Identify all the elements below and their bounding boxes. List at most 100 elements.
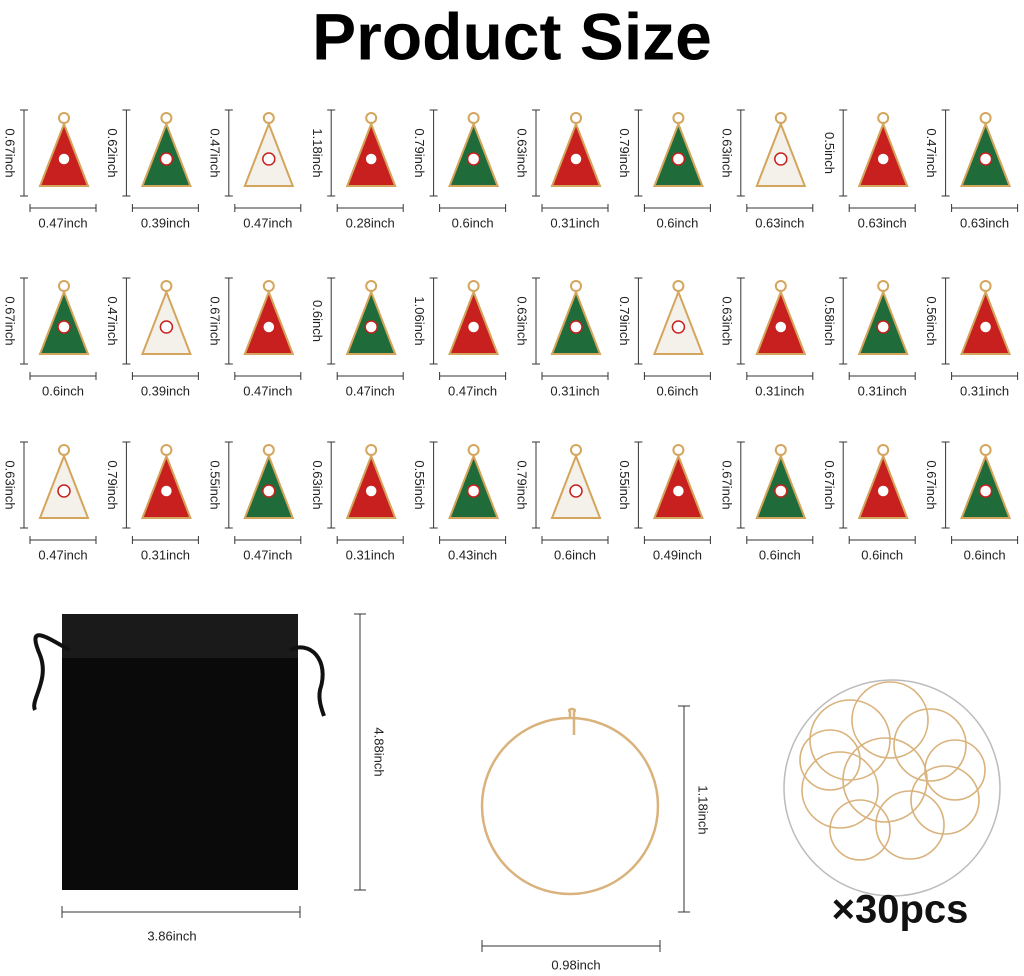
charm-grid: 0.67inch 0.47inch 0.62inch 0.39inch 0.47inch… (3, 109, 1019, 562)
charm-detail (569, 320, 583, 334)
bundle-hoop (809, 699, 891, 781)
charm-width: 0.47inch (346, 383, 395, 398)
charm-width: 0.6inch (42, 383, 84, 398)
charm-detail (159, 484, 174, 498)
charm-height: 0.5inch (822, 132, 837, 174)
charm-width: 0.63inch (755, 215, 804, 230)
charm-detail (466, 152, 481, 166)
charm-height: 0.55inch (617, 460, 632, 509)
charm-height: 0.56inch (924, 296, 939, 345)
charm-width: 0.28inch (346, 215, 395, 230)
charm-width: 0.6inch (656, 215, 698, 230)
charm-width: 0.63inch (858, 215, 907, 230)
charm-width: 0.47inch (243, 383, 292, 398)
charm-detail (671, 152, 686, 166)
charm-height: 0.63inch (515, 128, 530, 177)
bundle-hoop (893, 708, 967, 782)
charm-height: 0.79inch (412, 128, 427, 177)
bag (32, 614, 326, 890)
charm-detail (978, 484, 993, 498)
charm-width: 0.47inch (38, 547, 87, 562)
charm-detail (57, 152, 71, 166)
charm-width: 0.31inch (755, 383, 804, 398)
hoop (480, 707, 660, 896)
charm-height: 0.55inch (412, 460, 427, 509)
charm-height: 0.63inch (310, 460, 325, 509)
charm-height: 0.79inch (617, 296, 632, 345)
charm-detail (57, 484, 71, 498)
charm-detail (671, 320, 686, 334)
charm-detail (57, 320, 71, 334)
charm-height: 0.55inch (207, 460, 222, 509)
charm-width: 0.6inch (964, 547, 1006, 562)
hoop-width: 0.98inch (551, 957, 600, 972)
charm-width: 0.6inch (452, 215, 494, 230)
charm-height: 0.79inch (105, 460, 120, 509)
hoop-height: 1.18inch (696, 785, 711, 834)
charm-width: 0.31inch (141, 547, 190, 562)
charm-height: 0.47inch (207, 128, 222, 177)
charm-height: 0.63inch (719, 128, 734, 177)
hoop-ring (480, 716, 660, 896)
charm-detail (159, 320, 174, 334)
charm-detail (774, 320, 788, 334)
charm-detail (262, 484, 276, 498)
charm-height: 0.47inch (105, 296, 120, 345)
charm-height: 0.67inch (822, 460, 837, 509)
charm-height: 0.79inch (617, 128, 632, 177)
charm-width: 0.31inch (550, 215, 599, 230)
charm-detail (364, 152, 378, 166)
charm-width: 0.6inch (759, 547, 801, 562)
charm-height: 0.67inch (3, 128, 18, 177)
bag-height: 4.88inch (372, 727, 387, 776)
charm-detail (262, 152, 276, 166)
bundle-hoop (799, 729, 861, 791)
charm-height: 1.18inch (310, 128, 325, 177)
charm-width: 0.31inch (346, 547, 395, 562)
charm-detail (159, 152, 174, 166)
hoop-wire (567, 707, 577, 735)
charm-height: 0.67inch (207, 296, 222, 345)
charm-width: 0.43inch (448, 547, 497, 562)
charm-width: 0.6inch (656, 383, 698, 398)
hoop-bundle (799, 681, 986, 861)
drawstring (289, 645, 326, 717)
charm-detail (364, 320, 378, 334)
charm-detail (876, 320, 890, 334)
charm-width: 0.49inch (653, 547, 702, 562)
charm-detail (569, 484, 583, 498)
bag-body (62, 614, 298, 890)
charm-detail (364, 484, 378, 498)
charm-width: 0.63inch (960, 215, 1009, 230)
charm-detail (262, 320, 276, 334)
charm-width: 0.47inch (243, 215, 292, 230)
charm-height: 1.06inch (412, 296, 427, 345)
bundle-hoop (829, 799, 891, 861)
charm-width: 0.39inch (141, 215, 190, 230)
charm-height: 0.63inch (719, 296, 734, 345)
charm-width: 0.47inch (38, 215, 87, 230)
bundle-hoop (875, 790, 945, 860)
charm-detail (876, 152, 890, 166)
quantity: ×30pcs (832, 888, 969, 932)
charm-height: 0.67inch (3, 296, 18, 345)
drawstring (32, 633, 71, 711)
charm-width: 0.6inch (554, 547, 596, 562)
charm-detail (466, 320, 481, 334)
charm-width: 0.39inch (141, 383, 190, 398)
bag-width: 3.86inch (147, 928, 196, 943)
charm-width: 0.6inch (861, 547, 903, 562)
bundle-hoop (851, 681, 929, 759)
charm-height: 0.62inch (105, 128, 120, 177)
bundle-hoop (924, 739, 986, 801)
charm-height: 0.47inch (924, 128, 939, 177)
charm-height: 0.58inch (822, 296, 837, 345)
charm-detail (978, 320, 993, 334)
charm-width: 0.31inch (960, 383, 1009, 398)
charm-height: 0.67inch (719, 460, 734, 509)
charm-detail (774, 484, 788, 498)
charm-detail (876, 484, 890, 498)
bundle-hoop (801, 751, 879, 829)
bag-top (62, 614, 298, 658)
